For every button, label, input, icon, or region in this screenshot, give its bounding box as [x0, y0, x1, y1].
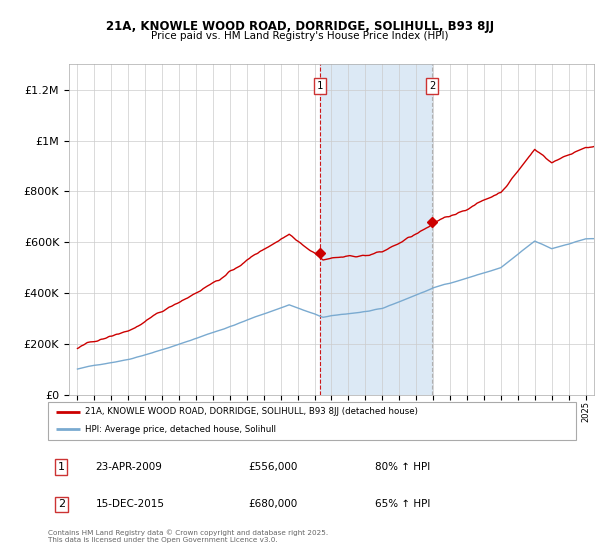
Text: 2: 2: [430, 81, 436, 91]
Text: 1: 1: [317, 81, 323, 91]
FancyBboxPatch shape: [48, 402, 576, 440]
Text: Contains HM Land Registry data © Crown copyright and database right 2025.
This d: Contains HM Land Registry data © Crown c…: [48, 529, 328, 543]
Text: Price paid vs. HM Land Registry's House Price Index (HPI): Price paid vs. HM Land Registry's House …: [151, 31, 449, 41]
Bar: [320, 64, 433, 395]
Text: 23-APR-2009: 23-APR-2009: [95, 462, 163, 472]
Text: 21A, KNOWLE WOOD ROAD, DORRIDGE, SOLIHULL, B93 8JJ: 21A, KNOWLE WOOD ROAD, DORRIDGE, SOLIHUL…: [106, 20, 494, 32]
Text: HPI: Average price, detached house, Solihull: HPI: Average price, detached house, Soli…: [85, 425, 276, 434]
Text: 21A, KNOWLE WOOD ROAD, DORRIDGE, SOLIHULL, B93 8JJ (detached house): 21A, KNOWLE WOOD ROAD, DORRIDGE, SOLIHUL…: [85, 407, 418, 416]
Text: 1: 1: [58, 462, 65, 472]
Text: 15-DEC-2015: 15-DEC-2015: [95, 500, 164, 510]
Text: 2: 2: [58, 500, 65, 510]
Text: £556,000: £556,000: [248, 462, 298, 472]
Text: £680,000: £680,000: [248, 500, 298, 510]
Text: 65% ↑ HPI: 65% ↑ HPI: [376, 500, 431, 510]
Text: 80% ↑ HPI: 80% ↑ HPI: [376, 462, 431, 472]
